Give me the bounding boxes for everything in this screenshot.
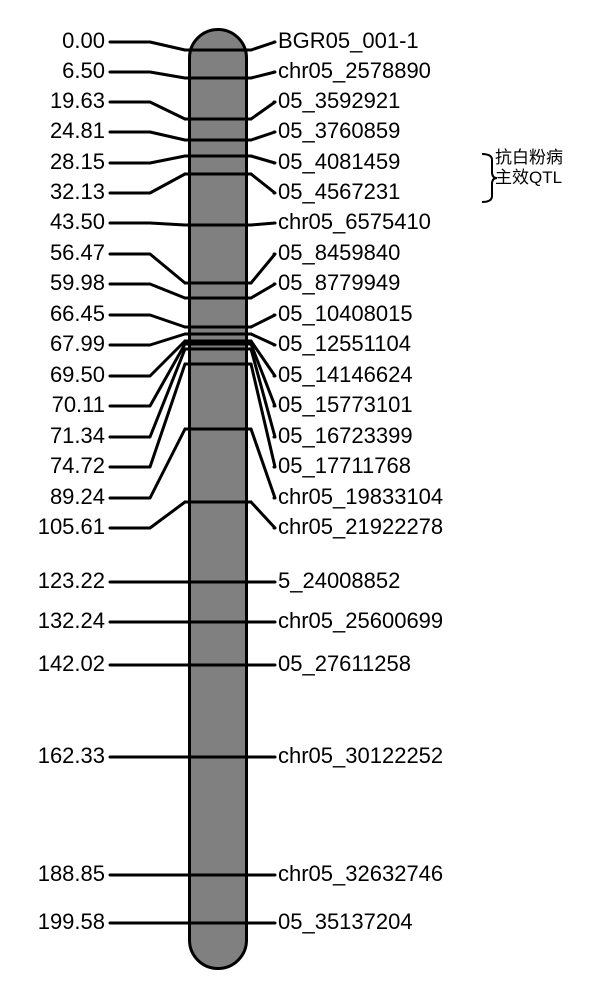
marker-name-label: 05_27611258	[278, 651, 411, 677]
marker-name-label: 05_8459840	[278, 240, 400, 266]
marker-name-label: 05_14146624	[278, 362, 413, 388]
position-label: 74.72	[50, 453, 105, 479]
position-label: 188.85	[38, 861, 105, 887]
position-label: 59.98	[50, 270, 105, 296]
marker-name-label: 05_12551104	[278, 331, 411, 357]
qtl-annotation-line1: 抗白粉病	[495, 149, 563, 168]
marker-name-label: 05_15773101	[278, 392, 413, 418]
position-label: 56.47	[50, 240, 105, 266]
position-label: 66.45	[50, 301, 105, 327]
position-label: 32.13	[50, 179, 105, 205]
marker-name-label: 05_4081459	[278, 149, 400, 175]
position-label: 199.58	[38, 909, 105, 935]
marker-name-label: chr05_30122252	[278, 743, 443, 769]
marker-name-label: 05_3592921	[278, 88, 400, 114]
qtl-annotation-line2: 主效QTL	[495, 169, 562, 188]
position-label: 89.24	[50, 484, 105, 510]
marker-name-label: 05_8779949	[278, 270, 400, 296]
position-label: 67.99	[50, 331, 105, 357]
marker-name-label: chr05_25600699	[278, 608, 443, 634]
marker-name-label: 05_17711768	[278, 453, 411, 479]
position-label: 43.50	[50, 209, 105, 235]
marker-name-label: chr05_6575410	[278, 209, 431, 235]
marker-name-label: BGR05_001-1	[278, 28, 419, 54]
position-label: 0.00	[62, 28, 105, 54]
position-label: 28.15	[50, 149, 105, 175]
position-label: 162.33	[38, 743, 105, 769]
position-label: 132.24	[38, 608, 105, 634]
position-label: 69.50	[50, 362, 105, 388]
marker-name-label: 05_10408015	[278, 301, 413, 327]
position-label: 71.34	[50, 423, 105, 449]
marker-name-label: chr05_19833104	[278, 484, 443, 510]
marker-name-label: 5_24008852	[278, 568, 400, 594]
position-label: 123.22	[38, 568, 105, 594]
marker-name-label: 05_35137204	[278, 909, 413, 935]
marker-name-label: 05_16723399	[278, 423, 413, 449]
position-label: 142.02	[38, 651, 105, 677]
marker-name-label: chr05_21922278	[278, 514, 443, 540]
marker-name-label: 05_3760859	[278, 118, 400, 144]
position-label: 19.63	[50, 88, 105, 114]
marker-name-label: chr05_2578890	[278, 58, 431, 84]
position-label: 24.81	[50, 118, 105, 144]
marker-name-label: 05_4567231	[278, 179, 400, 205]
chromosome-bar	[188, 28, 248, 970]
chromosome-map: 0.00 BGR05_001-1 6.50 chr05_2578890 19.63 05_…	[0, 0, 606, 1000]
marker-name-label: chr05_32632746	[278, 861, 443, 887]
position-label: 6.50	[62, 58, 105, 84]
position-label: 70.11	[52, 392, 105, 418]
position-label: 105.61	[38, 514, 105, 540]
